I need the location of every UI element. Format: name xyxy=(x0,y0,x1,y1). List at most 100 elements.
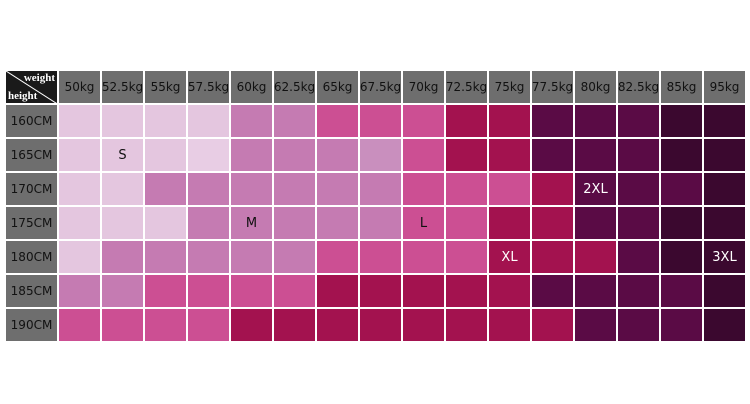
size-cell xyxy=(230,104,273,138)
size-cell: S xyxy=(101,138,144,172)
size-cell xyxy=(144,206,187,240)
size-cell xyxy=(316,138,359,172)
weight-header: 57.5kg xyxy=(187,70,230,104)
size-cell xyxy=(273,274,316,308)
size-cell xyxy=(58,274,101,308)
size-cell xyxy=(316,308,359,342)
size-cell xyxy=(187,172,230,206)
size-cell xyxy=(488,308,531,342)
size-cell xyxy=(230,308,273,342)
size-cell xyxy=(187,138,230,172)
weight-header: 80kg xyxy=(574,70,617,104)
size-cell xyxy=(187,240,230,274)
size-label: 3XL xyxy=(712,249,737,265)
weight-header: 50kg xyxy=(58,70,101,104)
size-cell xyxy=(445,274,488,308)
height-header: 180CM xyxy=(5,240,58,274)
size-cell xyxy=(230,274,273,308)
size-cell xyxy=(617,308,660,342)
size-cell xyxy=(574,104,617,138)
size-cell xyxy=(402,240,445,274)
size-cell xyxy=(359,206,402,240)
size-cell xyxy=(531,240,574,274)
size-cell xyxy=(101,308,144,342)
size-cell xyxy=(101,104,144,138)
size-cell: XL xyxy=(488,240,531,274)
size-cell xyxy=(230,172,273,206)
height-header: 190CM xyxy=(5,308,58,342)
size-cell: M xyxy=(230,206,273,240)
size-cell xyxy=(58,240,101,274)
size-cell xyxy=(273,138,316,172)
size-label: 2XL xyxy=(583,181,608,197)
size-cell xyxy=(660,172,703,206)
size-cell xyxy=(574,206,617,240)
height-header: 170CM xyxy=(5,172,58,206)
size-cell xyxy=(144,308,187,342)
weight-header: 65kg xyxy=(316,70,359,104)
weight-header: 62.5kg xyxy=(273,70,316,104)
size-cell xyxy=(187,308,230,342)
weight-header: 85kg xyxy=(660,70,703,104)
size-cell xyxy=(402,138,445,172)
weight-header: 67.5kg xyxy=(359,70,402,104)
size-cell xyxy=(574,274,617,308)
size-cell xyxy=(101,240,144,274)
size-cell xyxy=(488,206,531,240)
corner-weight: weight xyxy=(23,72,55,84)
size-cell xyxy=(445,104,488,138)
size-cell xyxy=(230,138,273,172)
size-cell xyxy=(445,240,488,274)
size-cell xyxy=(660,206,703,240)
size-cell xyxy=(488,172,531,206)
size-cell xyxy=(273,308,316,342)
size-cell xyxy=(58,308,101,342)
weight-header: 75kg xyxy=(488,70,531,104)
size-cell xyxy=(617,172,660,206)
size-cell xyxy=(531,206,574,240)
size-cell xyxy=(402,274,445,308)
size-label: XL xyxy=(501,249,518,265)
size-cell xyxy=(445,308,488,342)
size-cell xyxy=(273,206,316,240)
size-cell xyxy=(187,104,230,138)
size-cell xyxy=(617,206,660,240)
size-cell xyxy=(144,274,187,308)
weight-header: 82.5kg xyxy=(617,70,660,104)
size-cell xyxy=(144,172,187,206)
size-cell xyxy=(402,104,445,138)
size-cell xyxy=(187,274,230,308)
size-cell xyxy=(531,172,574,206)
size-cell xyxy=(660,308,703,342)
size-cell xyxy=(316,104,359,138)
size-cell xyxy=(574,240,617,274)
size-cell xyxy=(703,274,746,308)
size-cell xyxy=(101,274,144,308)
size-cell xyxy=(359,240,402,274)
size-cell xyxy=(703,206,746,240)
size-cell xyxy=(402,172,445,206)
size-cell xyxy=(359,138,402,172)
size-cell xyxy=(531,138,574,172)
size-cell xyxy=(703,104,746,138)
size-cell xyxy=(660,240,703,274)
size-cell xyxy=(359,172,402,206)
size-cell xyxy=(617,274,660,308)
height-header: 160CM xyxy=(5,104,58,138)
weight-header: 60kg xyxy=(230,70,273,104)
size-cell xyxy=(660,138,703,172)
size-cell xyxy=(144,240,187,274)
corner-cell: weight height xyxy=(5,70,58,104)
size-cell xyxy=(58,104,101,138)
size-cell xyxy=(703,308,746,342)
size-cell xyxy=(273,172,316,206)
size-cell xyxy=(144,138,187,172)
size-cell: 2XL xyxy=(574,172,617,206)
size-cell xyxy=(316,274,359,308)
size-cell xyxy=(445,206,488,240)
weight-header: 77.5kg xyxy=(531,70,574,104)
size-cell xyxy=(660,274,703,308)
height-header: 175CM xyxy=(5,206,58,240)
weight-header: 52.5kg xyxy=(101,70,144,104)
size-cell xyxy=(187,206,230,240)
